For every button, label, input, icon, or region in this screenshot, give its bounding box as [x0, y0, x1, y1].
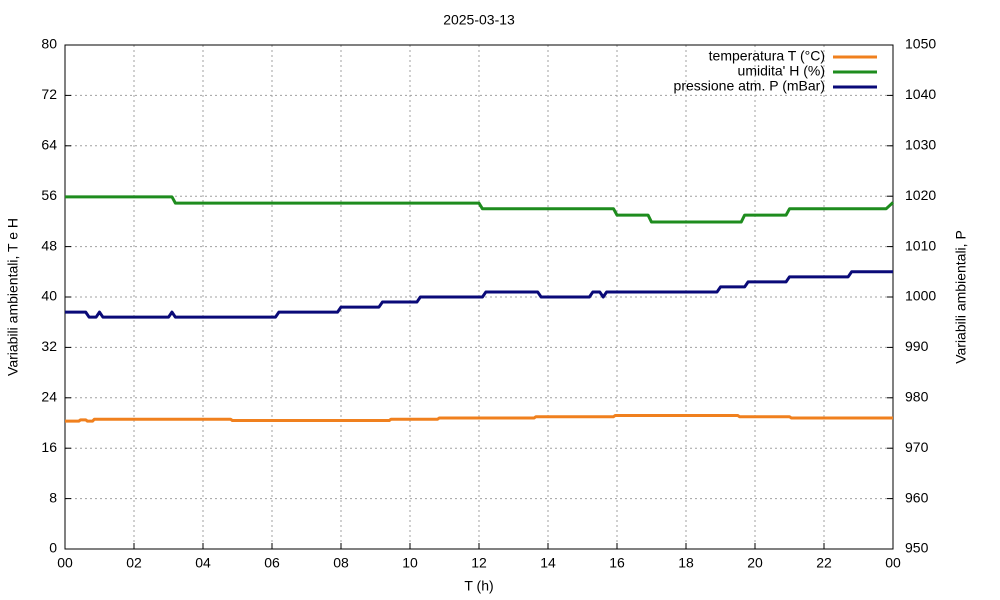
series-line	[65, 195, 895, 224]
plot-border	[64, 44, 894, 550]
y2-axis-label: Variabili ambientali, P	[953, 230, 969, 364]
legend-label: temperatura T (°C)	[709, 48, 825, 64]
y2-tick-label: 1030	[905, 137, 936, 153]
y2-tick-label: 960	[905, 489, 929, 505]
x-tick-label: 18	[678, 555, 694, 571]
y2-tick-label: 990	[905, 338, 929, 354]
y2-tick-label: 1050	[905, 36, 936, 52]
x-tick-label: 20	[747, 555, 763, 571]
x-tick-label: 14	[540, 555, 556, 571]
y-tick-label: 48	[41, 237, 57, 253]
y2-tick-label: 970	[905, 439, 929, 455]
x-tick-label: 08	[333, 555, 349, 571]
y2-tick-label: 950	[905, 540, 929, 556]
x-tick-label: 10	[402, 555, 418, 571]
y-tick-label: 64	[41, 137, 57, 153]
x-tick-label: 00	[885, 555, 901, 571]
y-tick-label: 16	[41, 439, 57, 455]
y-tick-label: 24	[41, 389, 57, 405]
x-tick-label: 02	[126, 555, 142, 571]
x-axis-label: T (h)	[464, 578, 493, 594]
legend-label: umidita' H (%)	[738, 63, 825, 79]
series-line	[65, 413, 893, 423]
y-tick-label: 72	[41, 86, 57, 102]
y-axis-label: Variabili ambientali, T e H	[5, 218, 21, 376]
x-tick-label: 06	[264, 555, 280, 571]
y-tick-label: 0	[49, 540, 57, 556]
y-tick-label: 8	[49, 489, 57, 505]
x-tick-label: 22	[816, 555, 832, 571]
series-line	[65, 270, 893, 319]
y2-tick-label: 980	[905, 389, 929, 405]
y2-tick-label: 1020	[905, 187, 936, 203]
x-tick-label: 12	[471, 555, 487, 571]
x-tick-label: 16	[609, 555, 625, 571]
y-tick-label: 32	[41, 338, 57, 354]
x-tick-label: 00	[57, 555, 73, 571]
y2-tick-label: 1010	[905, 237, 936, 253]
x-tick-label: 04	[195, 555, 211, 571]
y2-tick-label: 1000	[905, 288, 936, 304]
y-tick-label: 80	[41, 36, 57, 52]
y-tick-label: 40	[41, 288, 57, 304]
y2-tick-label: 1040	[905, 86, 936, 102]
chart-title: 2025-03-13	[443, 12, 515, 28]
legend-label: pressione atm. P (mBar)	[674, 78, 825, 94]
y-tick-label: 56	[41, 187, 57, 203]
